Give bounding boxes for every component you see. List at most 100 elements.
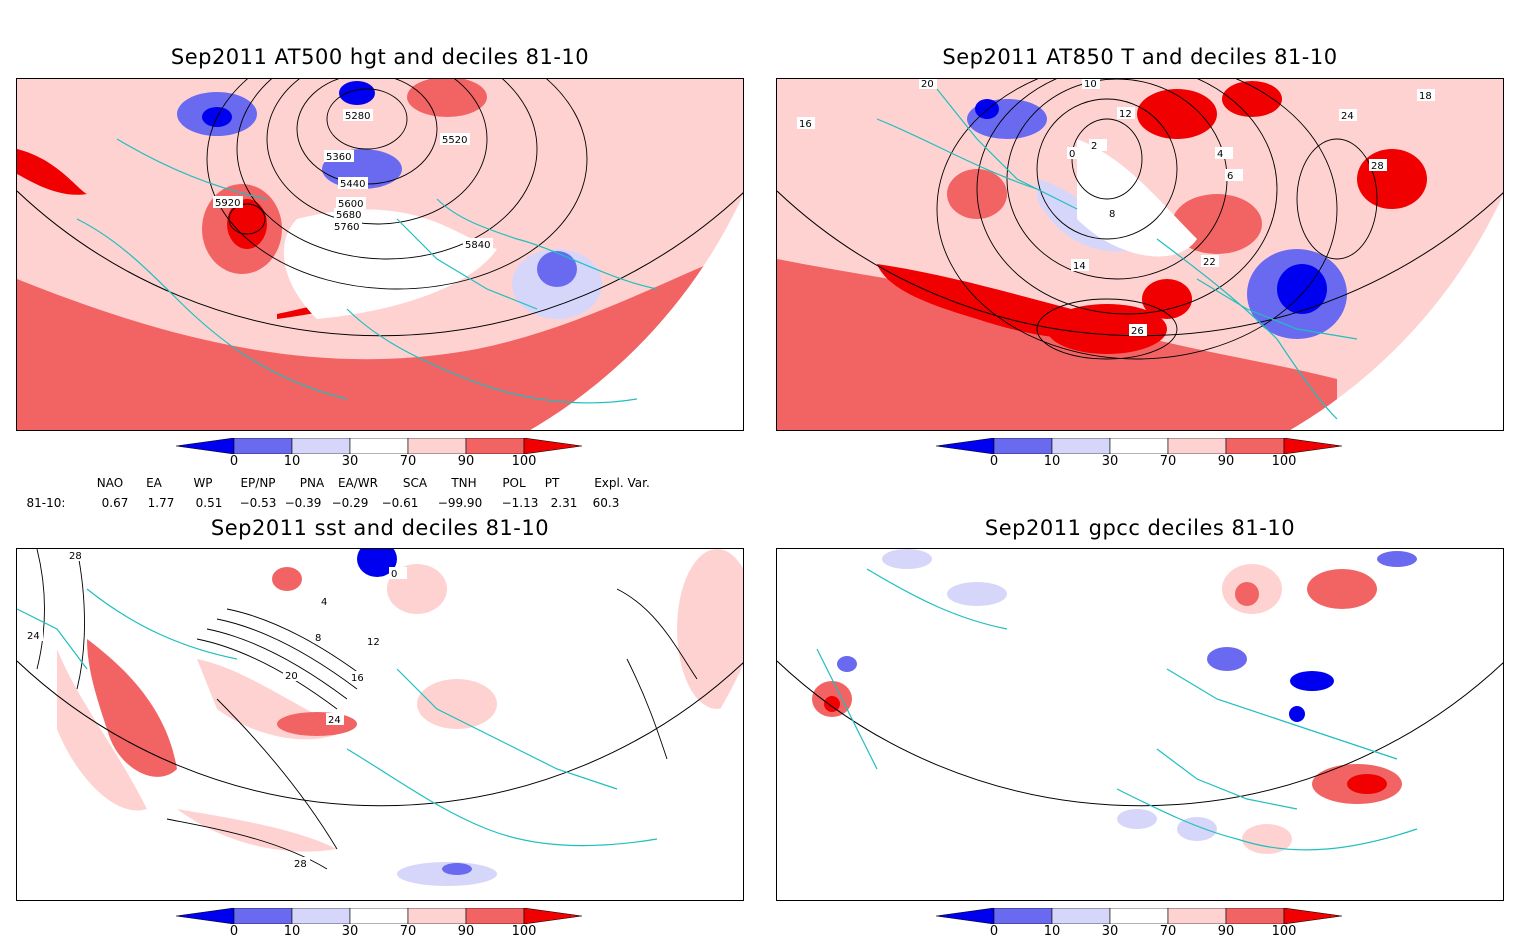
index-header: WP [193,476,213,490]
contour-label: 5520 [442,135,467,146]
colorbar-segment [993,438,1053,454]
index-header: EA [146,476,162,490]
contour-label: 5280 [345,111,370,122]
colorbar-tick-label: 90 [457,454,475,469]
map-sst: 28 24 12 16 20 8 4 0 28 24 [16,548,744,901]
colorbar-svg [176,438,583,454]
colorbar-tick-label: 70 [399,924,417,939]
colorbar-segment [1051,908,1111,924]
index-value: 0.51 [195,496,223,510]
colorbar-segment [1283,438,1343,454]
colorbar-segment [349,908,409,924]
colorbar-segment [936,438,995,454]
colorbar-segment [1283,908,1343,924]
colorbar-tick-label: 100 [511,924,537,939]
index-value: −1.13 [501,496,539,510]
colorbar-segment [1109,438,1169,454]
colorbar-tick-label: 70 [399,454,417,469]
colorbar-svg [176,908,583,924]
index-header: Expl. Var. [594,476,650,490]
map-t850-svg: 20 10 12 18 16 0 2 4 6 8 22 24 26 28 14 [777,79,1503,430]
index-header: EP/NP [240,476,276,490]
colorbar-segment [993,908,1053,924]
colorbar-segment [1109,908,1169,924]
index-header: NAO [96,476,124,490]
contour-label: 20 [921,79,934,90]
contour-label: 2 [1091,141,1097,152]
contour-label: 16 [799,119,812,130]
colorbar-segment [233,438,293,454]
teleconnection-indices-values: 81-10: 0.67 1.77 0.51 −0.53 −0.39 −0.29 … [0,496,760,512]
colorbar-segment [1051,438,1111,454]
contour-label: 0 [391,569,397,580]
colorbar-segment [407,908,467,924]
contour-label: 5600 [338,199,363,210]
contour-label: 5680 [336,210,361,221]
colorbar-svg [936,438,1343,454]
contour-label: 4 [1217,149,1223,160]
index-value: 0.67 [101,496,129,510]
index-value: −0.29 [331,496,369,510]
colorbar-segment [349,438,409,454]
contour-label: 5840 [465,240,490,251]
contour-label: 8 [315,633,321,644]
map-gpcc [776,548,1504,901]
colorbar-tick-label: 10 [283,924,301,939]
colorbar-tick-label: 90 [1217,454,1235,469]
colorbar-tick-label: 90 [457,924,475,939]
panel-title-gpcc: Sep2011 gpcc deciles 81-10 [984,516,1296,540]
index-header: PT [544,476,560,490]
contour-label: 24 [1341,111,1354,122]
map-gpcc-svg [777,549,1503,900]
map-sst-svg: 28 24 12 16 20 8 4 0 28 24 [17,549,743,900]
colorbar-segment [523,908,583,924]
colorbar-tick-label: 70 [1159,924,1177,939]
colorbar-tick-label: 100 [1271,454,1297,469]
contour-label: 5760 [334,222,359,233]
index-value: −99.90 [437,496,483,510]
colorbar-svg [936,908,1343,924]
contour-label: 14 [1073,261,1086,272]
colorbar-segment [1167,438,1227,454]
contour-label: 12 [367,637,380,648]
colorbar-segment [407,438,467,454]
colorbar-tick-label: 0 [989,454,999,469]
index-row-label: 81-10: [26,496,66,510]
colorbar-t850: 0 10 30 70 90 100 [936,438,1356,472]
index-header: PNA [299,476,325,490]
index-value: −0.53 [239,496,277,510]
colorbar-tick-label: 30 [341,454,359,469]
colorbar-sst: 0 10 30 70 90 100 [176,908,596,942]
contour-label: 18 [1419,91,1432,102]
contour-label: 28 [69,551,82,562]
colorbar-segment [176,908,235,924]
colorbar-tick-label: 10 [1043,454,1061,469]
colorbar-segment [465,908,525,924]
colorbar-tick-label: 90 [1217,924,1235,939]
index-header: TNH [451,476,477,490]
teleconnection-indices-header: NAO EA WP EP/NP PNA EA/WR SCA TNH POL PT… [0,476,760,492]
colorbar-segment [1167,908,1227,924]
colorbar-tick-label: 30 [341,924,359,939]
colorbar-tick-label: 0 [989,924,999,939]
contour-label: 8 [1109,209,1115,220]
colorbar-segment [176,438,235,454]
contour-label: 4 [321,597,327,608]
contour-label: 10 [1084,79,1097,90]
colorbar-segment [523,438,583,454]
colorbar-tick-label: 70 [1159,454,1177,469]
colorbar-tick-label: 0 [229,924,239,939]
colorbar-segment [291,908,351,924]
colorbar-tick-label: 30 [1101,924,1119,939]
contour-label: 16 [351,673,364,684]
colorbar-tick-label: 30 [1101,454,1119,469]
colorbar-segment [291,438,351,454]
index-value: −0.61 [381,496,419,510]
index-value: −0.39 [284,496,322,510]
colorbar-segment [465,438,525,454]
contour-label: 24 [27,631,40,642]
panel-title-hgt: Sep2011 AT500 hgt and deciles 81-10 [170,45,590,69]
contour-label: 5920 [215,198,240,209]
panel-title-t850: Sep2011 AT850 T and deciles 81-10 [942,45,1338,69]
index-value: 60.3 [592,496,620,510]
